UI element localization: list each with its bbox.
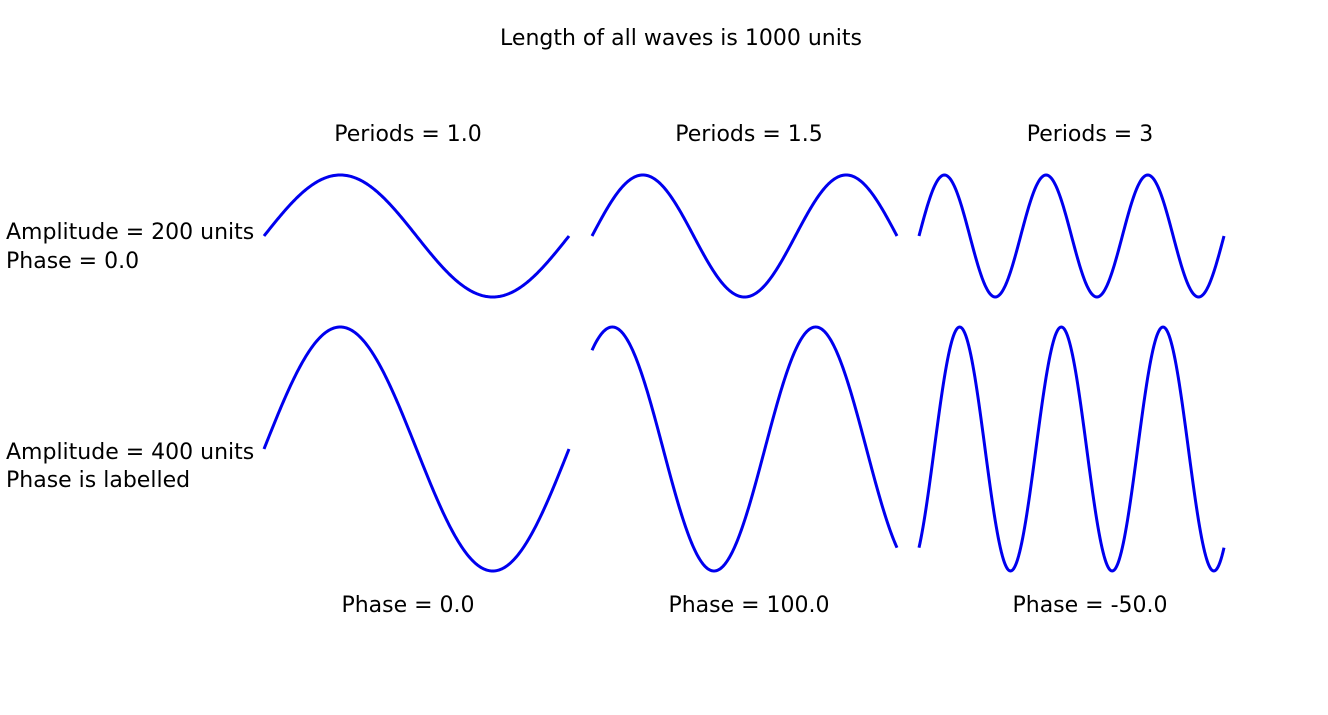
phase-label: Phase = -50.0 <box>1012 593 1167 618</box>
title: Length of all waves is 1000 units <box>500 26 862 51</box>
column-label: Periods = 1.0 <box>334 122 481 147</box>
wave <box>262 173 571 299</box>
column-label: Periods = 3 <box>1027 122 1153 147</box>
phase-label: Phase = 100.0 <box>668 593 829 618</box>
column-label: Periods = 1.5 <box>675 122 822 147</box>
wave <box>590 173 899 299</box>
row-label: Phase = 0.0 <box>6 249 139 274</box>
wave <box>590 325 899 573</box>
phase-label: Phase = 0.0 <box>341 593 474 618</box>
row-label: Phase is labelled <box>6 468 190 493</box>
wave <box>262 325 571 573</box>
wave <box>917 173 1226 299</box>
row-label: Amplitude = 200 units <box>6 220 254 245</box>
wave <box>917 325 1226 573</box>
row-label: Amplitude = 400 units <box>6 440 254 465</box>
